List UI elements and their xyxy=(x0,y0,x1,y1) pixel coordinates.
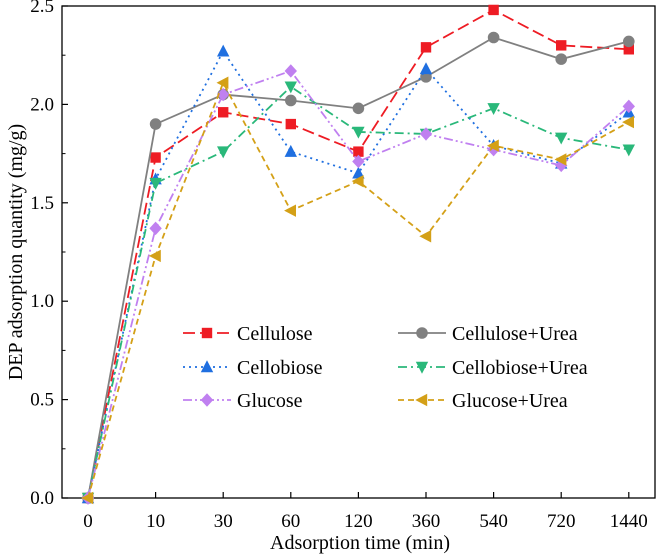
data-point xyxy=(420,42,432,53)
data-point xyxy=(351,174,364,188)
data-point xyxy=(284,144,297,157)
x-tick-label: 0 xyxy=(83,511,93,532)
data-point xyxy=(217,146,230,159)
data-point xyxy=(81,491,94,505)
x-tick-label: 540 xyxy=(479,511,508,532)
legend-marker xyxy=(201,327,213,339)
data-point xyxy=(622,144,635,157)
y-axis: 0.0 0.5 1.0 1.5 2.0 2.5 xyxy=(30,0,68,509)
y-tick-label: 0.5 xyxy=(30,390,54,411)
legend-label: Glucose+Urea xyxy=(452,390,568,412)
x-tick-label: 60 xyxy=(281,511,300,532)
series-glucose-urea xyxy=(81,76,634,505)
plot-border xyxy=(61,5,656,499)
data-point xyxy=(352,154,365,169)
x-tick-label: 30 xyxy=(214,511,233,532)
legend-label: Cellobiose+Urea xyxy=(452,357,588,379)
legend-marker xyxy=(415,393,428,407)
data-point xyxy=(554,153,567,166)
data-point xyxy=(488,4,499,16)
data-point xyxy=(216,76,229,89)
x-tick-label: 1440 xyxy=(610,511,648,532)
legend-item: Cellulose+Urea xyxy=(398,323,578,345)
x-tick-label: 720 xyxy=(547,511,576,532)
data-point xyxy=(556,40,567,51)
data-point xyxy=(487,31,500,44)
legend-item: Cellobiose+Urea xyxy=(398,357,588,379)
data-point xyxy=(555,53,567,65)
legend-label: Cellobiose xyxy=(237,357,323,379)
x-tick-label: 360 xyxy=(412,511,441,532)
data-point xyxy=(487,103,500,116)
series-cellulose xyxy=(82,4,634,504)
data-point xyxy=(419,230,432,243)
data-point xyxy=(217,87,230,102)
series-line xyxy=(87,80,630,499)
data-point xyxy=(285,118,296,130)
legend: Cellulose Cellulose+Urea Cellobiose Cellobi… xyxy=(183,323,588,412)
data-point xyxy=(284,64,297,78)
legend-item: Glucose xyxy=(183,390,303,412)
data-point xyxy=(217,44,230,57)
y-tick-label: 0.0 xyxy=(30,488,54,509)
legend-item: Cellulose xyxy=(183,323,313,345)
series-line xyxy=(87,8,629,499)
legend-label: Cellulose xyxy=(237,323,313,345)
legend-item: Glucose+Urea xyxy=(398,390,568,412)
data-point xyxy=(352,166,365,179)
data-point xyxy=(623,35,635,48)
legend-item: Cellobiose xyxy=(183,357,323,379)
data-point xyxy=(150,152,161,163)
x-tick-label: 120 xyxy=(344,511,373,532)
data-point xyxy=(555,158,568,173)
data-point xyxy=(353,146,364,157)
data-point xyxy=(218,107,229,118)
data-point xyxy=(284,204,296,217)
series-layer xyxy=(81,4,635,505)
legend-marker xyxy=(415,361,429,374)
data-point xyxy=(419,127,433,141)
data-point xyxy=(555,132,568,145)
data-point xyxy=(149,221,162,236)
x-tick-label: 10 xyxy=(146,511,165,532)
data-point xyxy=(623,44,634,55)
data-point xyxy=(352,126,365,139)
data-point xyxy=(284,81,297,94)
legend-label: Glucose xyxy=(237,390,303,412)
data-point xyxy=(622,115,634,129)
y-tick-label: 2.0 xyxy=(30,94,54,115)
legend-marker xyxy=(200,393,214,407)
legend-label: Cellulose+Urea xyxy=(452,323,578,345)
series-cellulose-urea xyxy=(82,31,635,504)
x-axis: 0 10 30 60 120 360 540 720 1440 xyxy=(83,492,648,532)
data-point xyxy=(285,94,297,107)
data-point xyxy=(149,118,162,130)
x-axis-title: Adsorption time (min) xyxy=(270,532,450,554)
y-axis-title: DEP adsorption quantity (mg/g) xyxy=(5,124,27,380)
plot-frame xyxy=(61,5,656,499)
legend-marker xyxy=(200,360,214,373)
data-point xyxy=(352,102,365,115)
data-point xyxy=(486,139,499,152)
data-point xyxy=(148,249,161,263)
data-point xyxy=(622,99,635,114)
legend-marker xyxy=(416,327,428,339)
y-tick-label: 1.0 xyxy=(30,291,54,312)
y-tick-label: 1.5 xyxy=(30,193,54,214)
series-cellobiose-urea xyxy=(81,81,635,505)
data-point xyxy=(419,62,433,75)
data-point xyxy=(149,177,162,190)
y-tick-label: 2.5 xyxy=(30,0,54,17)
